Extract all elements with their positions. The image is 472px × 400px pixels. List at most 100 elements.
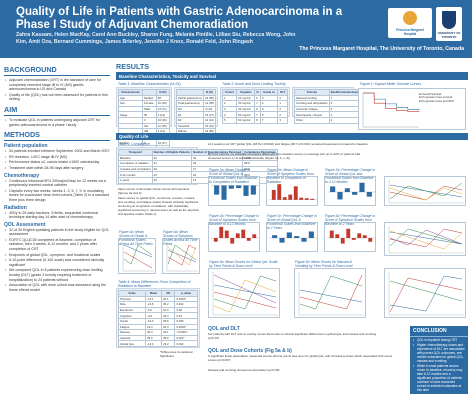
table-cell: 4 (12) <box>155 111 171 118</box>
right-chart-2 <box>384 222 466 256</box>
fig4a-title: Figure 4a: Mean Scores of Global & Funct… <box>119 230 153 246</box>
bar <box>228 185 234 189</box>
table-cell: 0.0003* <box>174 295 198 303</box>
logo2-caption: UNIVERSITY OF TORONTO <box>437 31 461 39</box>
series-line <box>389 277 463 313</box>
table-cell: 0.002 <box>174 301 198 308</box>
table-row: 2 30 mg/m2 7 4 1 <box>221 100 288 107</box>
table-row: 1 20 mg/m2 6 3 0 <box>221 94 288 102</box>
qol-text-1: Mean scores of all scales shown across a… <box>118 187 190 195</box>
qol-text-3: At 4 weeks post CRT global QOL (48.8 p=0… <box>208 142 368 146</box>
bar <box>272 235 278 238</box>
fig2b-title: Figure 2b: Mean Change in Score of Sympt… <box>267 168 314 184</box>
table-cell: 4 <box>221 111 238 118</box>
bar <box>340 238 345 244</box>
fig3c-title: Figure 3c: Percentage Change in Score of… <box>267 214 317 230</box>
qol-dlt-heading: QOL and DLT <box>208 326 240 332</box>
chemo-heading: Chemotherapy <box>4 172 40 179</box>
crest-icon <box>442 11 456 29</box>
fig3d-chart: Figure 3d: Percentage Change in Score of… <box>324 214 376 252</box>
table-cell: 2 years <box>118 177 153 184</box>
qol-assessment-heading: QOL Assessment <box>4 221 46 228</box>
table-row: Male 24 (71) <box>117 105 171 113</box>
results-area: RESULTS Baseline Characteristics, Toxici… <box>116 62 468 396</box>
fig3b-chart: Figure 3b: Percentage Change in Score of… <box>208 214 260 252</box>
table2-nonheme: Toxicity Site/Nonhematological Nausea/vomi… <box>292 87 363 124</box>
qol-bullet: Endpoints of global QOL, symptom, and fu… <box>4 253 110 258</box>
table-cell: 2 <box>277 105 288 113</box>
table3: Timepoint Number of Eligible Patients Numb… <box>116 147 278 185</box>
right-chart-1 <box>384 176 466 206</box>
table2-header-cell: Cohort <box>221 89 238 96</box>
background-heading: BACKGROUND <box>4 65 110 76</box>
table-cell: 2 <box>221 100 238 107</box>
fig3c-chart: Figure 3c: Percentage Change in Score of… <box>266 214 318 252</box>
table-cell: Sex <box>117 100 144 107</box>
table-row: IIIA 12 (35) <box>117 122 171 130</box>
table1: Characteristic N (%) Age Median 58 Sex Female 1… <box>116 87 172 152</box>
bar <box>329 230 334 238</box>
conclusion-bullet: QOL is impaired during CRT <box>410 337 468 342</box>
series-line <box>167 244 197 266</box>
logo1-caption: Princess Margaret Hospital <box>396 28 424 36</box>
fig5a-title: Figure 5a: Mean Scores for Global QoL Sc… <box>209 260 278 268</box>
table-row: Sex Female 10 (29) <box>117 100 171 107</box>
population-bullet: 34 patients enrolled between September 2… <box>4 149 110 154</box>
table-cell: 36.2 <box>161 301 176 308</box>
table2-header-cell: Grade 3+ <box>259 89 279 96</box>
fig5a-lines <box>212 272 278 316</box>
table1-header-cell: N (%) <box>155 89 171 96</box>
bar <box>368 238 373 242</box>
fig3a-chart: Figure 3a: Percentage Change in Score of… <box>324 168 376 206</box>
table2: Cohort Cisplatin N Grade 3+ DLT 1 20 mg/m2 6 3 0 2… <box>220 87 290 124</box>
fig5b-lines <box>298 272 364 316</box>
bar <box>294 236 300 238</box>
table4-header-row: Scale Mean SD p-value <box>117 290 198 297</box>
table3-header-cell: Number of Eligible Patients <box>151 149 193 156</box>
series-line <box>389 231 463 245</box>
table3-caption: Table 3: Compliance <box>118 142 150 146</box>
table-cell <box>117 105 144 113</box>
table-cell: 3 <box>221 105 238 113</box>
table-row: 6-12 months 24 20 83% <box>118 171 278 178</box>
results-heading: RESULTS <box>116 62 468 73</box>
table-row: Nausea/vomiting 7 <box>294 94 363 102</box>
series-line <box>167 244 197 265</box>
conclusion-bullet: Higher chemotherapy doses and experience… <box>410 342 468 363</box>
table-cell: 23.2 <box>161 340 176 347</box>
table-row: Fatigue 19.3 26.3 0.0004* <box>117 323 198 331</box>
table-cell: 40 mg/m2 <box>236 105 256 113</box>
table1b-header-cell <box>175 89 205 96</box>
table-cell: 18.4 <box>161 312 176 319</box>
table-cell: 6 <box>254 94 261 102</box>
table-cell: Emotional <box>117 306 147 314</box>
population-bullet: Treatment start within 28-98 days after … <box>4 166 110 171</box>
table-row: Role -21.6 36.2 0.002 <box>117 301 198 308</box>
bar <box>277 184 282 200</box>
table-cell: 3 <box>259 94 279 102</box>
table1-surgery: N (%) Partial gastrectomy 22 (65) Total gas… <box>174 87 218 135</box>
series-line <box>123 251 153 269</box>
qol-bullet: A 10-point difference (0-100 scale) was … <box>4 258 110 267</box>
table-cell: 0.001* <box>174 334 198 342</box>
bar <box>366 192 372 197</box>
table-cell: 0.08 <box>174 306 198 314</box>
table-cell: 5 <box>259 105 279 113</box>
bar <box>246 238 251 241</box>
bar <box>214 185 220 195</box>
table-row: II 10 (29) <box>117 117 171 124</box>
aim-heading: AIM <box>4 105 110 116</box>
series-line <box>389 185 463 201</box>
series-line <box>167 246 197 266</box>
conclusion-heading: CONCLUSION <box>410 326 468 337</box>
right-chart-1-lines <box>388 180 464 204</box>
fig3b-title: Figure 3b: Percentage Change in Score of… <box>209 214 259 226</box>
table-cell: 3 <box>277 117 288 124</box>
table-cell: 50 mg/m2 <box>236 111 256 118</box>
qol-section-bar: Quality of Life <box>116 133 468 140</box>
table-cell: 33.1 <box>161 329 176 336</box>
table-row: Appetite 25.9 39.9 0.001* <box>117 334 198 342</box>
table4: Scale Mean SD p-value Physical -14.1 20.1 0.000… <box>116 288 200 348</box>
table-cell: 4 <box>259 100 279 107</box>
table-cell: Completion of radiation <box>118 160 153 167</box>
